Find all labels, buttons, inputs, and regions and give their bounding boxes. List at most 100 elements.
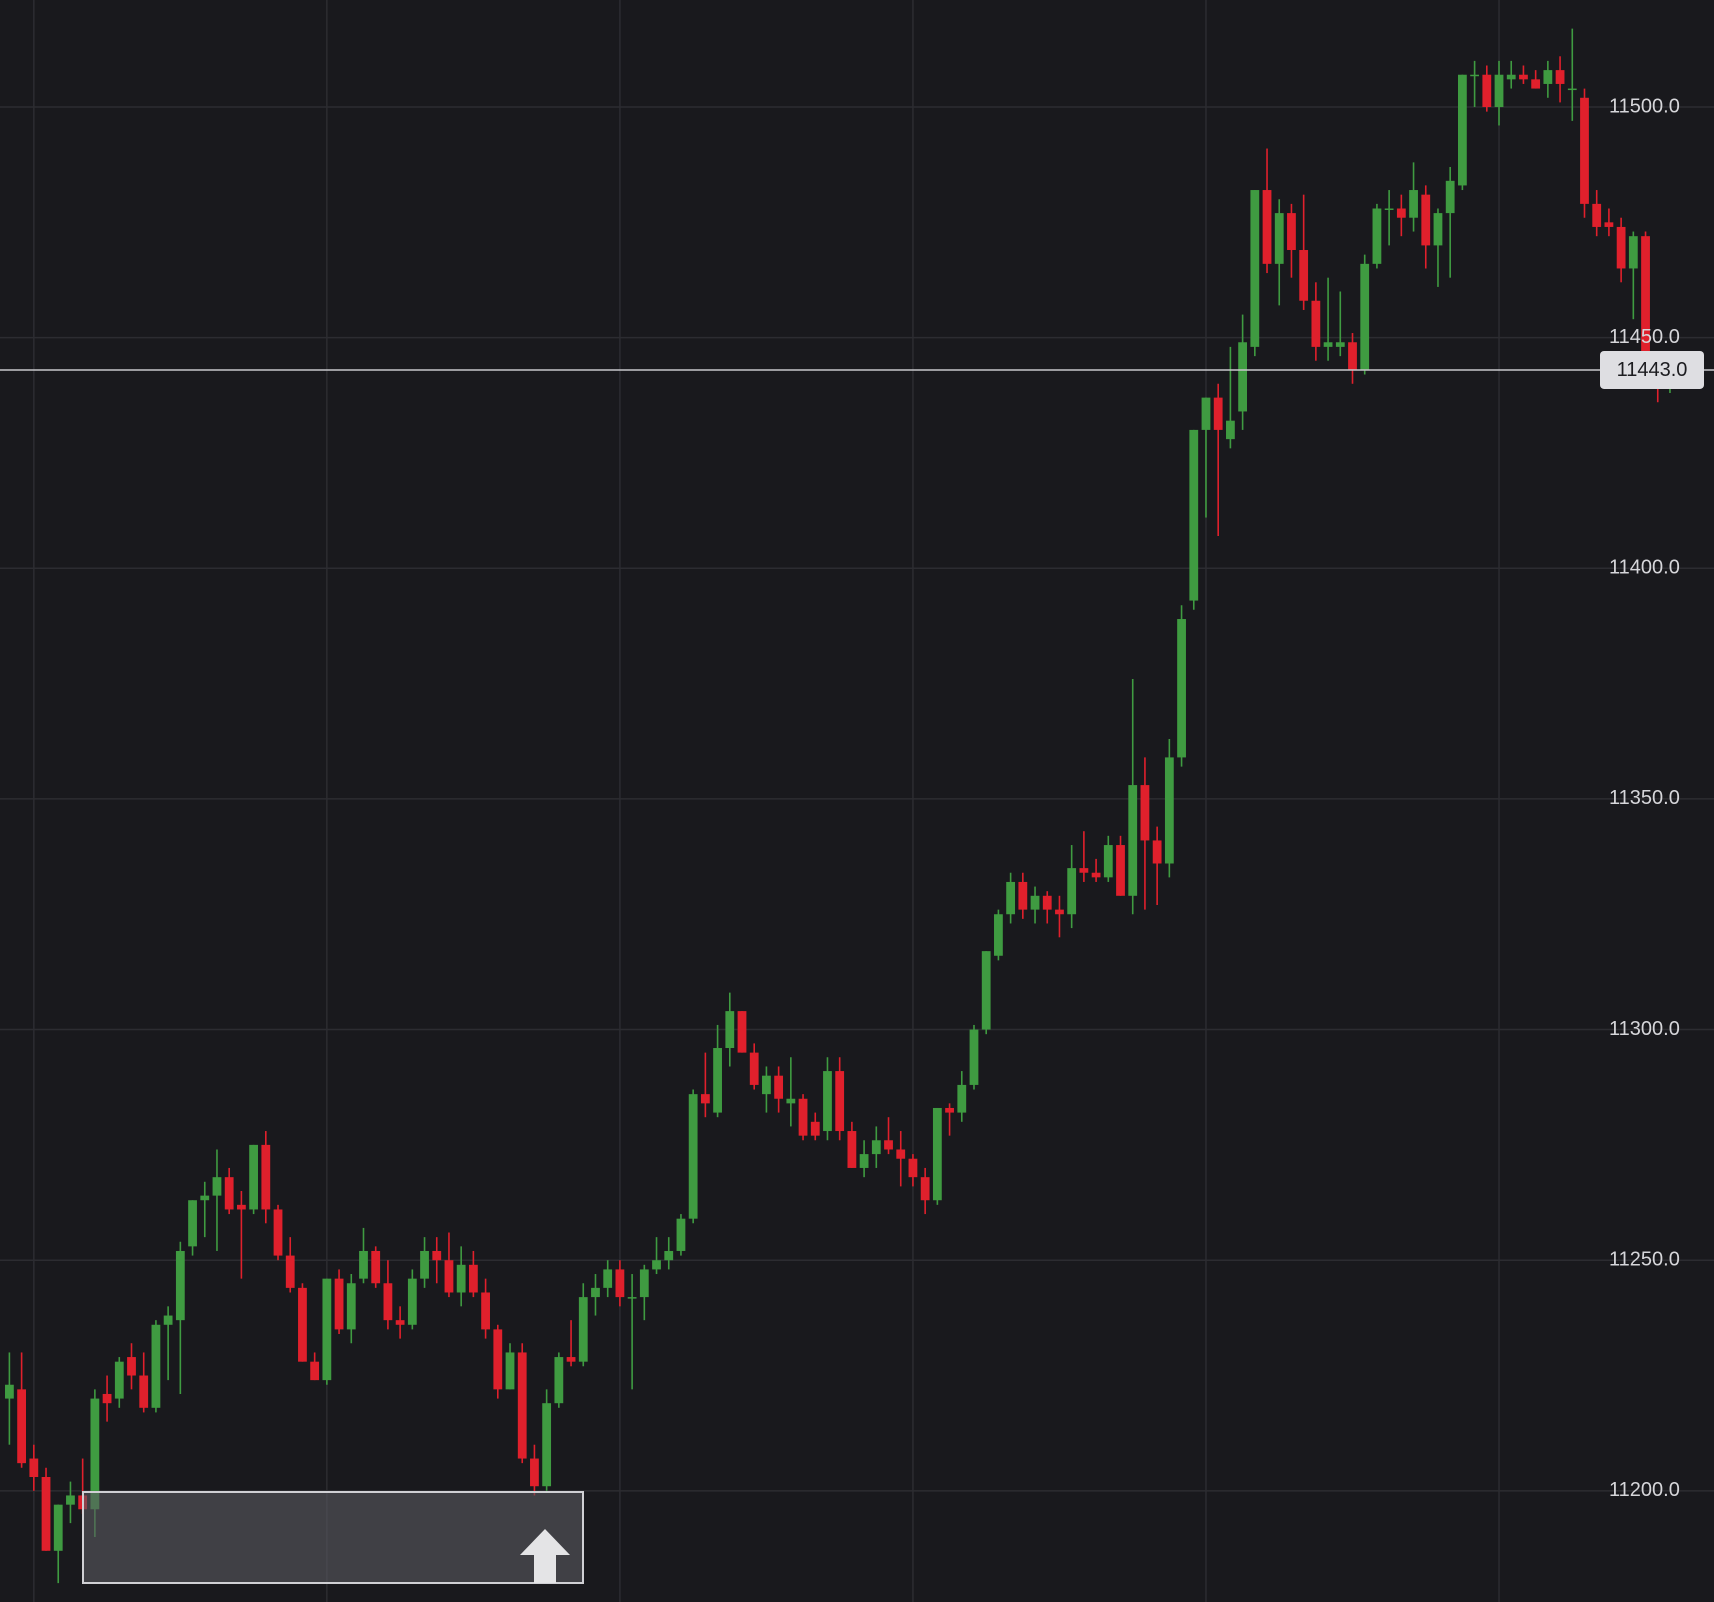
- candle-body: [1189, 429, 1199, 601]
- candle-body: [334, 1278, 344, 1330]
- candle-body: [1213, 397, 1223, 430]
- candle-body: [371, 1250, 381, 1284]
- candle-body: [1250, 190, 1260, 347]
- candle-body: [859, 1154, 869, 1168]
- candle-body: [322, 1278, 332, 1381]
- candle-body: [310, 1361, 320, 1381]
- candle-body: [578, 1297, 588, 1362]
- candle-body: [517, 1352, 527, 1459]
- candle-body: [127, 1357, 136, 1376]
- candle-body: [908, 1158, 918, 1178]
- candle-body: [615, 1269, 625, 1298]
- candle-body: [1360, 263, 1370, 370]
- candle-body: [1201, 397, 1211, 430]
- candle-body: [688, 1094, 698, 1219]
- candle-body: [1433, 213, 1443, 246]
- candle-body: [774, 1075, 784, 1099]
- candle-body: [969, 1029, 979, 1085]
- candle-body: [432, 1250, 442, 1261]
- candle-body: [1262, 190, 1272, 264]
- selection-box[interactable]: [82, 1491, 584, 1584]
- candle-body: [1494, 74, 1504, 108]
- candle-body: [1177, 619, 1186, 758]
- candle-body: [261, 1144, 271, 1210]
- candle-body: [407, 1278, 417, 1325]
- candle-body: [505, 1352, 515, 1390]
- candle-body: [1592, 203, 1602, 227]
- candle-body: [1299, 250, 1309, 301]
- candle-body: [163, 1315, 173, 1325]
- candle-body: [1531, 79, 1541, 89]
- candle-body: [212, 1177, 222, 1196]
- candle-body: [1067, 868, 1077, 915]
- candle-body: [713, 1048, 722, 1113]
- candle-body: [786, 1098, 796, 1104]
- candle-body: [725, 1011, 735, 1049]
- candle-body: [1311, 300, 1321, 347]
- candle-body: [200, 1195, 210, 1201]
- candle-body: [603, 1269, 613, 1288]
- last-price-box: [1600, 350, 1704, 389]
- candle-body: [884, 1140, 893, 1150]
- candle-body: [1055, 909, 1064, 915]
- candle-body: [981, 951, 991, 1030]
- candle-body: [456, 1264, 466, 1293]
- candle-body: [591, 1287, 600, 1298]
- candle-body: [90, 1398, 100, 1510]
- candle-body: [249, 1144, 258, 1210]
- candle-body: [835, 1071, 845, 1132]
- candle-body: [1628, 236, 1638, 269]
- candle-body: [17, 1389, 27, 1464]
- candle-body: [762, 1075, 771, 1095]
- candle-body: [1030, 895, 1040, 910]
- candle-body: [151, 1324, 161, 1408]
- candle-body: [273, 1209, 283, 1256]
- candle-body: [1128, 785, 1138, 896]
- candle-body: [1396, 208, 1406, 218]
- candle-body: [1274, 213, 1284, 264]
- candle-body: [639, 1269, 649, 1298]
- up-arrow-icon[interactable]: [520, 1529, 570, 1583]
- candle-body: [1006, 881, 1016, 915]
- selection-tool[interactable]: [82, 1491, 584, 1584]
- candle-body: [847, 1131, 857, 1168]
- candle-body: [957, 1084, 967, 1113]
- candle-body: [652, 1260, 661, 1270]
- candle-body: [1152, 840, 1162, 864]
- candle-body: [1042, 895, 1052, 910]
- y-tick-label: 11300.0: [1609, 1018, 1680, 1040]
- candle-body: [1335, 342, 1345, 347]
- candle-body: [359, 1250, 368, 1279]
- candle-body: [664, 1250, 674, 1261]
- candle-body: [1457, 74, 1467, 186]
- candle-body: [627, 1297, 637, 1299]
- candle-body: [554, 1357, 564, 1404]
- candle-body: [945, 1107, 954, 1113]
- y-tick-label: 11200.0: [1609, 1479, 1680, 1501]
- candle-body: [298, 1287, 307, 1362]
- candle-body: [1506, 74, 1516, 80]
- candle-body: [1384, 208, 1394, 210]
- candle-body: [566, 1357, 576, 1362]
- candle-body: [1445, 180, 1455, 214]
- candle-body: [139, 1375, 149, 1408]
- candle-body: [285, 1255, 295, 1288]
- candle-body: [1372, 208, 1382, 264]
- candle-body: [542, 1403, 552, 1487]
- candle-body: [1018, 881, 1028, 910]
- candle-body: [66, 1495, 75, 1505]
- candle-body: [175, 1250, 185, 1321]
- y-tick-label: 11350.0: [1609, 787, 1680, 809]
- candle-body: [1238, 342, 1248, 412]
- y-tick-label: 11250.0: [1609, 1248, 1680, 1270]
- candle-body: [1079, 868, 1089, 873]
- candle-body: [41, 1476, 51, 1551]
- candle-body: [29, 1458, 39, 1477]
- candle-body: [932, 1107, 942, 1201]
- candle-body: [114, 1361, 124, 1399]
- candle-body: [1604, 222, 1614, 227]
- candle-body: [1616, 226, 1626, 269]
